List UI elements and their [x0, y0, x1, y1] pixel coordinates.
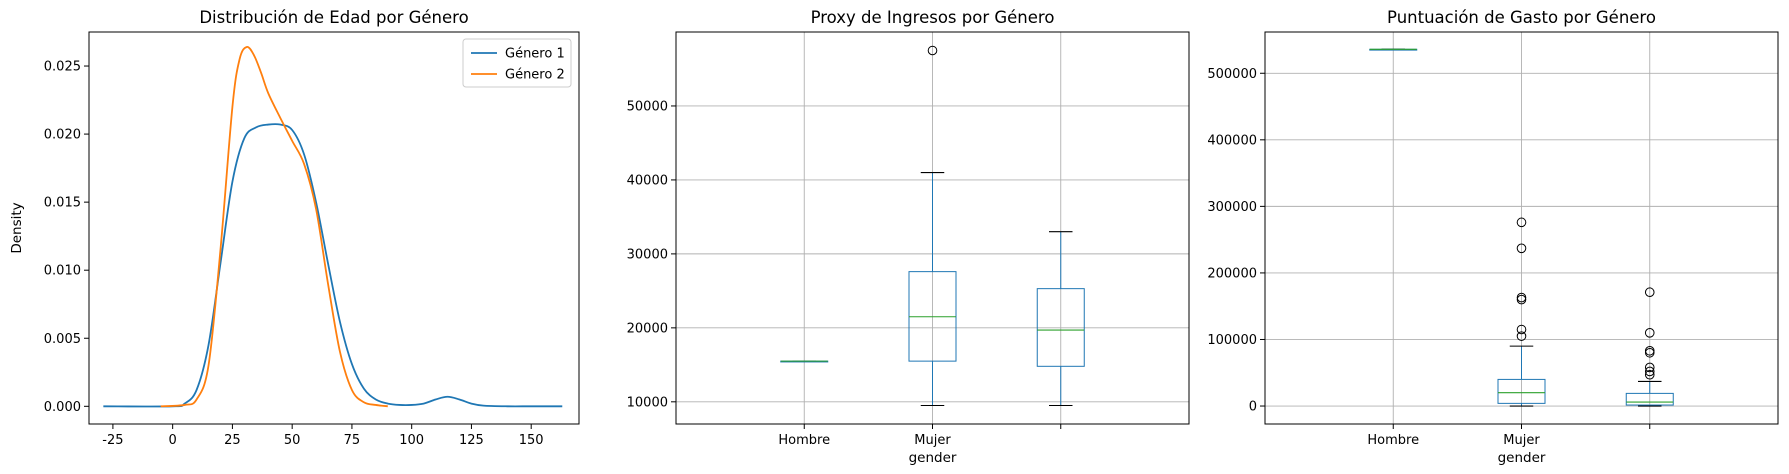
outlier-point	[1516, 217, 1527, 228]
chart-panel-2: Proxy de Ingresos por Género 10000 20000 30…	[627, 8, 1190, 466]
y-tick-label: 0.025	[44, 60, 81, 75]
series-line-2	[160, 46, 388, 408]
x-tick-label: 100	[399, 433, 424, 448]
x-tick-label: 125	[459, 433, 484, 448]
legend-label: Género 1	[505, 47, 565, 62]
legend: Género 1 Género 2	[462, 38, 572, 88]
outlier-point	[1644, 345, 1655, 356]
box-iqr	[1625, 392, 1674, 406]
x-tick-label: Hombre	[1367, 433, 1419, 448]
outlier-point	[1516, 324, 1527, 335]
y-tick-label: 0.010	[44, 264, 81, 279]
y-tick-label: 0.005	[44, 332, 81, 347]
box-2	[1497, 217, 1546, 407]
chart-panel-3: Puntuación de Gasto por Género 0 100000 200…	[1207, 8, 1779, 466]
box-iqr	[1036, 288, 1085, 367]
y-tick-label: 40000	[627, 173, 668, 188]
outlier-point	[927, 45, 938, 56]
x-axis-label: gender	[909, 450, 957, 466]
chart-title: Proxy de Ingresos por Género	[811, 8, 1055, 27]
outlier-point	[1516, 243, 1527, 254]
y-tick-label: 500000	[1207, 67, 1257, 82]
outlier-point	[1644, 287, 1655, 298]
outlier-point	[1644, 328, 1655, 338]
box-1	[780, 360, 829, 363]
box-1	[1369, 48, 1418, 51]
outlier-point	[1516, 292, 1527, 303]
chart-title: Distribución de Edad por Género	[199, 8, 468, 27]
y-tick-label: 200000	[1207, 266, 1257, 281]
y-tick-label: 20000	[627, 321, 668, 336]
y-tick-label: 10000	[627, 395, 668, 410]
outlier-point	[1644, 369, 1655, 380]
y-tick-label: 400000	[1207, 133, 1257, 148]
outlier-point	[1644, 362, 1655, 373]
y-tick-label: 300000	[1207, 200, 1257, 215]
series-line-1	[103, 123, 563, 408]
y-tick-label: 0.000	[44, 400, 81, 415]
y-axis-label: Density	[9, 202, 25, 253]
chart-panel-1: Distribución de Edad por Género -25 0 25 50 7…	[9, 8, 580, 448]
y-tick-label: 0	[1249, 400, 1257, 415]
box-3	[1625, 287, 1674, 407]
x-tick-label: Mujer	[914, 433, 951, 448]
x-axis-label: gender	[1498, 450, 1546, 466]
y-tick-label: 0.015	[44, 196, 81, 211]
y-tick-label: 100000	[1207, 333, 1257, 348]
box-2	[908, 45, 957, 407]
x-tick-label: Mujer	[1503, 433, 1540, 448]
axes-frame	[675, 31, 1190, 425]
x-tick-label: 25	[224, 433, 241, 448]
box-3	[1036, 231, 1085, 407]
outlier-point	[1516, 331, 1527, 341]
box-iqr	[1497, 378, 1546, 404]
axes-frame	[1264, 31, 1779, 425]
y-tick-label: 0.020	[44, 128, 81, 143]
x-tick-label: 75	[344, 433, 361, 448]
y-tick-label: 50000	[627, 99, 668, 114]
legend-label: Género 2	[505, 68, 565, 83]
y-tick-label: 30000	[627, 247, 668, 262]
chart-title: Puntuación de Gasto por Género	[1387, 8, 1656, 27]
outlier-point	[1644, 366, 1655, 377]
legend-box	[462, 38, 572, 88]
x-tick-label: 0	[169, 433, 177, 448]
x-tick-label: -25	[102, 433, 123, 448]
x-tick-label: 150	[519, 433, 544, 448]
x-tick-label: 50	[284, 433, 301, 448]
x-tick-label: Hombre	[778, 433, 830, 448]
axes-frame	[88, 31, 580, 425]
